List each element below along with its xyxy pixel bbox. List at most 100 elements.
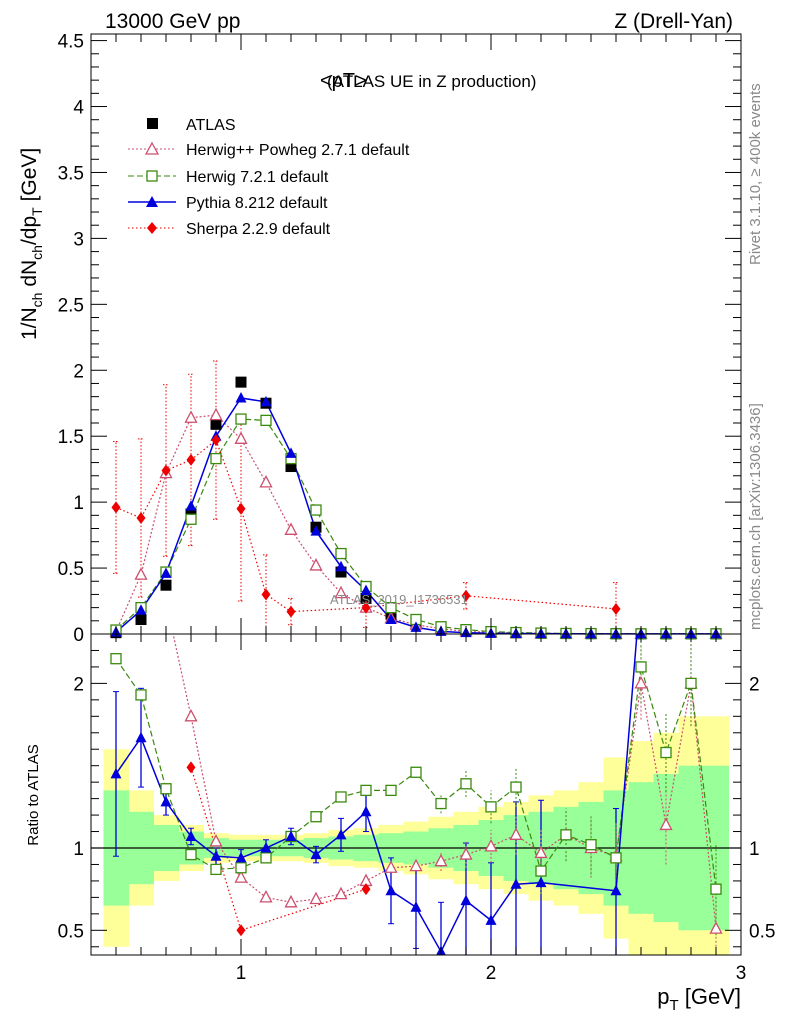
- legend-label: Herwig 7.2.1 default: [186, 169, 329, 186]
- marker-triangle: [535, 876, 547, 888]
- marker-diamond: [111, 501, 121, 514]
- marker-diamond: [186, 761, 196, 774]
- legend-entry-herwigpp: Herwig++ Powheg 2.7.1 default: [128, 141, 410, 159]
- marker-triangle-open: [709, 921, 723, 934]
- marker-triangle: [310, 848, 322, 860]
- marker-triangle: [160, 567, 172, 578]
- marker-triangle: [285, 830, 297, 841]
- ratio-clipped-series: [110, 634, 723, 955]
- marker-triangle: [485, 914, 497, 925]
- marker-triangle-open: [634, 675, 648, 689]
- x-tick-label: 3: [736, 963, 747, 984]
- y-tick-label: 4: [73, 98, 84, 119]
- marker-triangle: [335, 828, 347, 840]
- marker-triangle: [235, 391, 247, 403]
- marker-triangle-open: [134, 567, 148, 580]
- marker-triangle-open: [184, 708, 198, 722]
- header-right: Z (Drell-Yan): [614, 10, 733, 33]
- ylabel-part: /dp: [18, 216, 41, 245]
- marker-square-open: [485, 801, 497, 813]
- marker-diamond: [236, 924, 246, 937]
- marker-square-open: [260, 414, 272, 427]
- marker-diamond: [611, 602, 621, 615]
- marker-triangle: [210, 850, 222, 861]
- ratio-y-tick-label-right: 1: [749, 839, 760, 860]
- marker-square-open: [460, 778, 472, 790]
- marker-triangle: [385, 884, 397, 896]
- marker-triangle: [185, 830, 197, 841]
- x-tick-label: 2: [486, 963, 497, 984]
- marker-square: [210, 418, 222, 430]
- marker-square-open: [435, 797, 447, 810]
- legend-marker-triangle: [146, 196, 158, 207]
- marker-triangle-open: [284, 522, 298, 535]
- ylabel-sub: ch: [29, 293, 45, 308]
- plot-title-main: <pT>: [320, 70, 367, 92]
- marker-square-open: [310, 811, 322, 823]
- ratio-series-line: [190, 767, 367, 932]
- marker-triangle: [185, 500, 197, 511]
- marker-diamond: [286, 605, 296, 618]
- marker-triangle: [310, 525, 322, 536]
- marker-diamond: [236, 502, 246, 515]
- ratio-y-tick-label-right: 0.5: [749, 921, 775, 942]
- marker-square-open: [560, 829, 572, 841]
- marker-triangle: [460, 894, 472, 906]
- legend-label: ATLAS: [186, 117, 236, 134]
- marker-triangle: [385, 613, 397, 624]
- marker-diamond: [361, 601, 371, 614]
- legend-entry-atlas: ATLAS: [147, 117, 236, 134]
- marker-square: [235, 376, 247, 388]
- marker-triangle: [110, 767, 122, 779]
- y-tick-label: 2: [73, 361, 84, 382]
- marker-square-open: [210, 863, 222, 876]
- marker-square-open: [185, 513, 197, 525]
- y-tick-label: 1: [73, 493, 84, 514]
- ratio-y-tick-label-left: 1: [73, 839, 84, 860]
- marker-triangle: [360, 584, 372, 595]
- marker-triangle-open: [659, 817, 673, 831]
- marker-triangle: [135, 731, 147, 743]
- ratio-axis-ticks: 0.5 0.5 1 1 2 2 1 2 3: [58, 634, 775, 984]
- marker-square-open: [585, 839, 597, 851]
- marker-triangle: [160, 795, 172, 807]
- marker-square-open: [135, 689, 147, 701]
- marker-square-open: [410, 766, 422, 778]
- marker-triangle-open: [384, 860, 398, 873]
- marker-triangle: [235, 851, 247, 863]
- marker-triangle-open: [434, 853, 448, 867]
- marker-triangle-open: [534, 845, 548, 859]
- y-tick-label: 3.5: [58, 163, 84, 184]
- marker-triangle-open: [509, 827, 523, 840]
- marker-triangle-open: [184, 410, 198, 423]
- ylabel-part: dN: [18, 260, 41, 293]
- marker-triangle: [410, 901, 422, 912]
- legend-marker-triangle-open: [144, 141, 160, 155]
- marker-diamond: [211, 434, 221, 447]
- y-tick-label: 2.5: [58, 295, 84, 316]
- marker-triangle-open: [309, 558, 323, 571]
- legend-marker-diamond: [147, 222, 157, 234]
- x-axis-label: pT [GeV]: [657, 984, 741, 1014]
- marker-square-open: [610, 852, 622, 864]
- marker-triangle-open: [334, 886, 348, 900]
- marker-square: [335, 566, 347, 578]
- plot-title-sub: (ATLAS UE in Z production): [327, 72, 536, 91]
- marker-triangle: [285, 447, 297, 458]
- marker-square-open: [335, 547, 347, 560]
- ratio-panel: 0.5 0.5 1 1 2 2 1 2 3 Ratio to ATLAS pT [GeV]: [25, 633, 775, 1014]
- marker-square-open: [160, 783, 172, 795]
- ratio-y-tick-label-right: 2: [749, 674, 760, 695]
- marker-triangle: [610, 884, 622, 896]
- ylabel-part: 1/N: [18, 307, 41, 340]
- marker-diamond: [261, 588, 271, 601]
- watermark: ATLAS_2019_I1736531: [330, 592, 468, 607]
- marker-square-open: [185, 848, 197, 861]
- marker-square-open: [385, 784, 397, 797]
- y-tick-label: 1.5: [58, 427, 84, 448]
- marker-square-open: [260, 852, 272, 864]
- legend-label: Pythia 8.212 default: [186, 195, 328, 212]
- marker-square-open: [685, 677, 697, 690]
- ylabel-sub: T: [29, 207, 45, 216]
